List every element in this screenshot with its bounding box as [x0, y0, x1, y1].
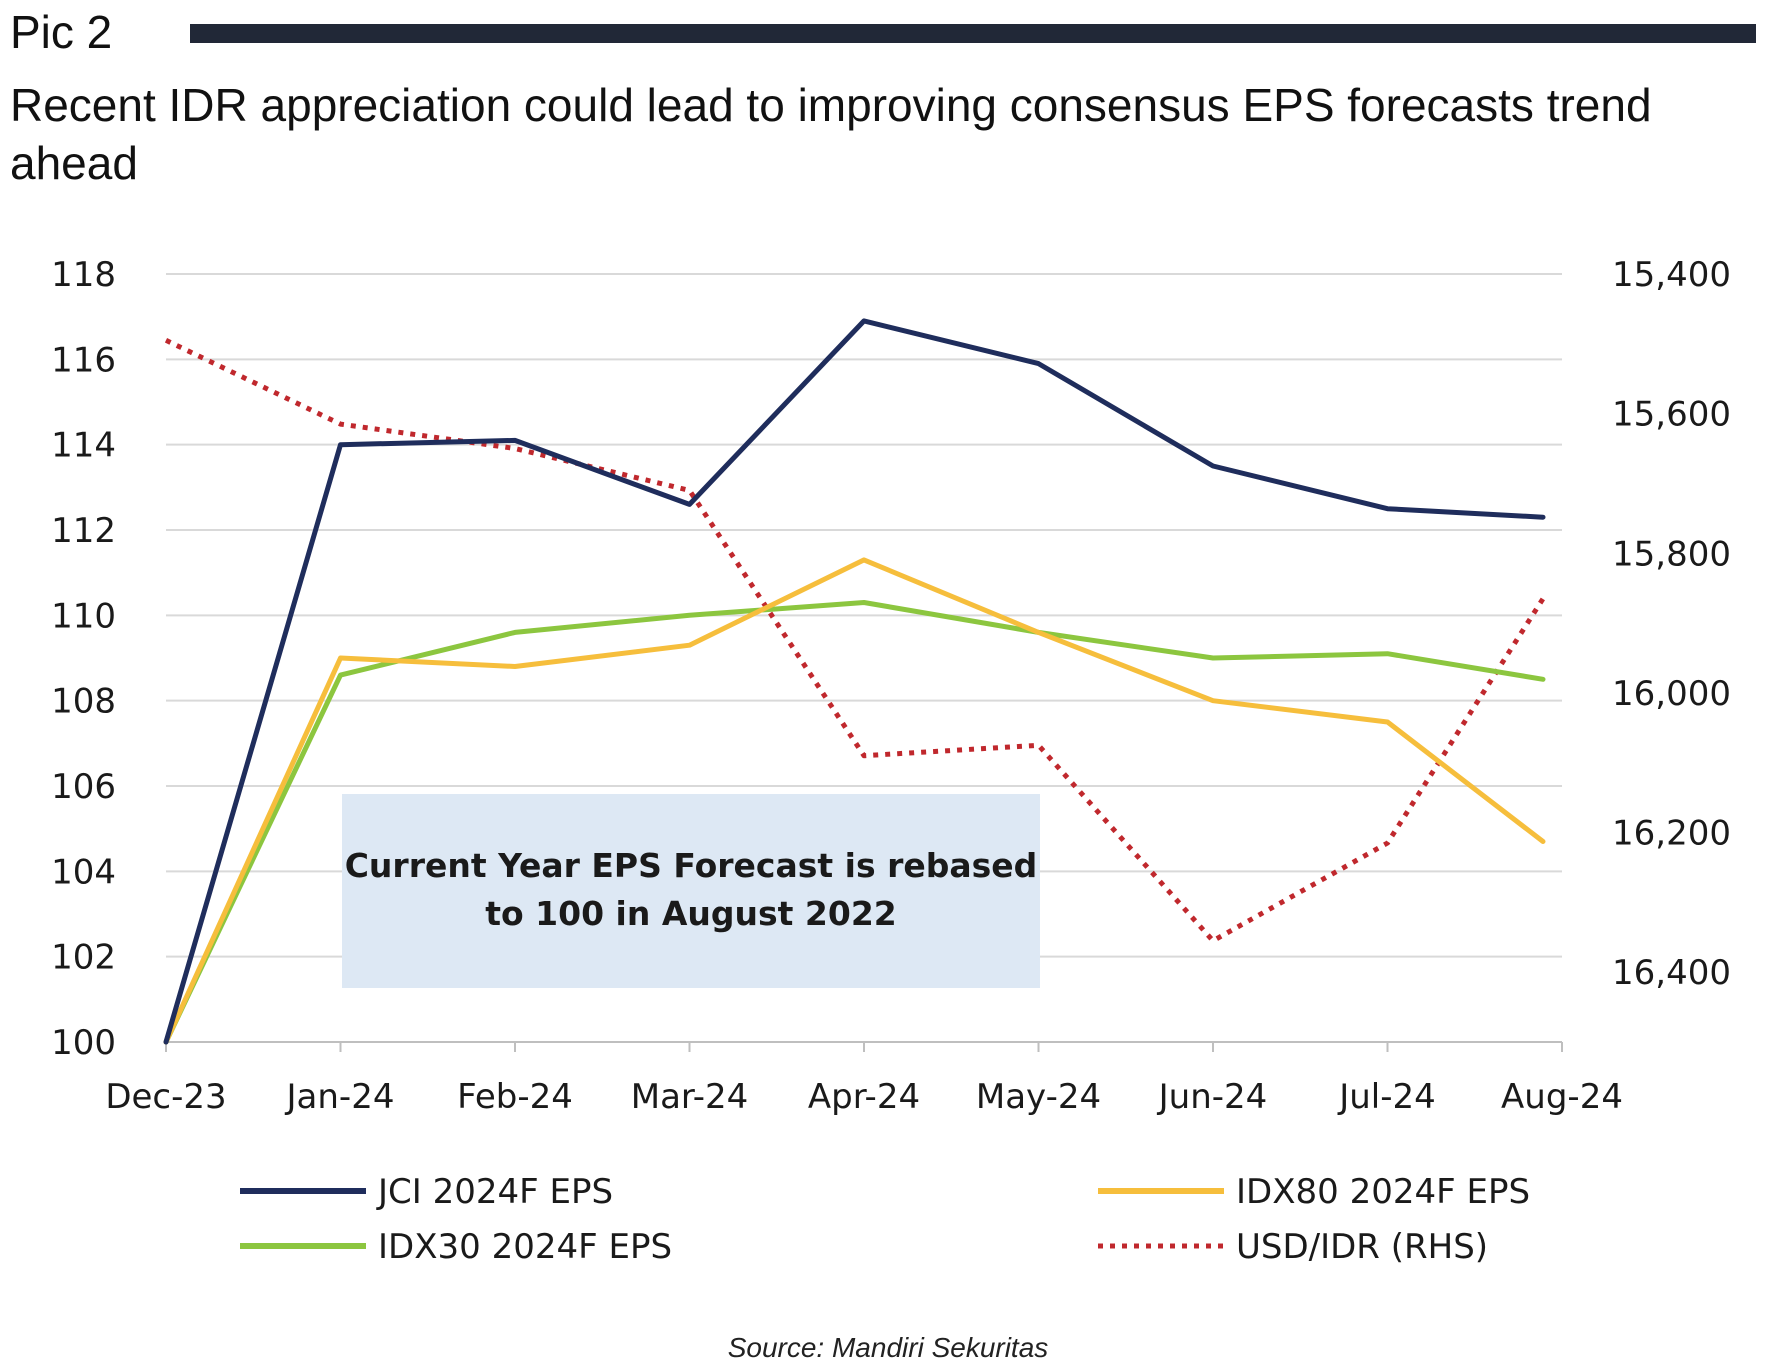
pic-label: Pic 2 — [10, 6, 113, 58]
annotation-line-1: Current Year EPS Forecast is rebased — [345, 846, 1038, 885]
y-left-tick-label: 114 — [51, 426, 116, 466]
y-left-tick-label: 112 — [51, 511, 116, 551]
y-right-tick-label: 16,200 — [1612, 814, 1731, 854]
source-note: Source: Mandiri Sekuritas — [727, 1332, 1049, 1363]
y-right-tick-label: 15,600 — [1612, 395, 1731, 435]
legend-label: JCI 2024F EPS — [376, 1172, 613, 1212]
annotation-background — [342, 794, 1040, 988]
y-right-tick-label: 16,400 — [1612, 953, 1731, 993]
legend-label: IDX30 2024F EPS — [378, 1227, 672, 1267]
legend-label: IDX80 2024F EPS — [1236, 1172, 1530, 1212]
y-left-tick-label: 104 — [51, 852, 116, 892]
x-tick-label: Mar-24 — [631, 1077, 749, 1117]
annotation-box: Current Year EPS Forecast is rebased to … — [342, 794, 1040, 988]
series-line-jci-2024f-eps — [163, 318, 1546, 1045]
annotation-line-2: to 100 in August 2022 — [485, 894, 897, 933]
x-tick-label: Apr-24 — [808, 1077, 920, 1117]
y-left-tick-label: 100 — [51, 1023, 116, 1063]
x-tick-label: Jun-24 — [1157, 1077, 1268, 1117]
x-tick-label: May-24 — [976, 1077, 1101, 1117]
x-tick-label: Jan-24 — [285, 1077, 395, 1117]
y-left-tick-label: 102 — [51, 938, 116, 978]
series-line-idx80-2024f-eps — [163, 557, 1546, 1045]
legend-label: USD/IDR (RHS) — [1236, 1227, 1488, 1267]
y-right-tick-label: 15,800 — [1612, 534, 1731, 574]
series-line-usd-idr-rhs- — [164, 338, 1546, 944]
y-right-tick-label: 16,000 — [1612, 674, 1731, 714]
legend: JCI 2024F EPS IDX80 2024F EPS IDX30 2024F … — [240, 1172, 1530, 1267]
tick-labels: 100 102 104 106 108 110 112 114 116 118 15,400 15,6… — [51, 255, 1731, 1117]
line-chart: Current Year EPS Forecast is rebased to … — [51, 255, 1731, 1267]
y-left-tick-label: 116 — [51, 340, 116, 380]
y-left-tick-label: 110 — [51, 596, 116, 636]
y-right-tick-label: 15,400 — [1612, 255, 1731, 295]
series — [163, 318, 1546, 1045]
axes — [165, 1041, 1563, 1052]
chart-title: Recent IDR appreciation could lead to im… — [10, 79, 1652, 189]
y-left-tick-label: 106 — [51, 767, 116, 807]
y-left-tick-label: 118 — [51, 255, 116, 295]
x-tick-label: Jul-24 — [1337, 1077, 1436, 1117]
x-tick-label: Feb-24 — [457, 1077, 573, 1117]
x-tick-label: Dec-23 — [105, 1077, 226, 1117]
x-tick-label: Aug-24 — [1501, 1077, 1623, 1117]
y-left-tick-label: 108 — [51, 682, 116, 722]
header-rule — [190, 24, 1756, 43]
